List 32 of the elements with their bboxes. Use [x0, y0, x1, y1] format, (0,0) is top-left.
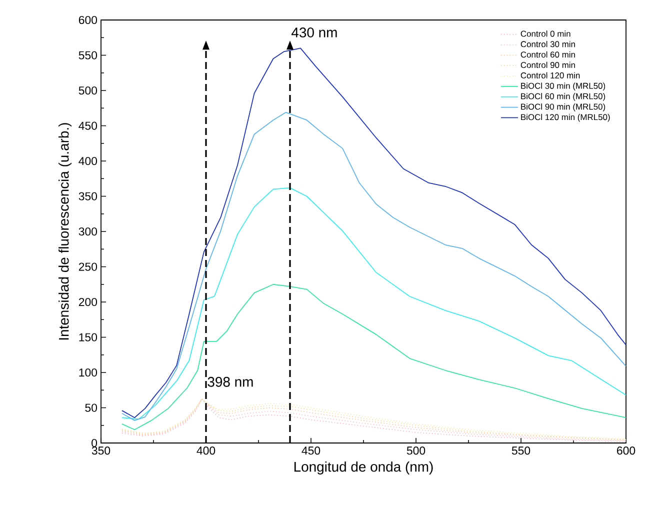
y-tick-label: 550 [78, 51, 98, 60]
y-axis-title: Intensidad de fluorescencia (u.arb.) [58, 123, 72, 340]
y-tick-label: 350 [78, 192, 98, 200]
y-tick-label: 300 [78, 227, 98, 236]
legend-label: Control 30 min [520, 40, 575, 48]
x-tick-label: 400 [196, 446, 216, 455]
x-tick-label: 350 [92, 446, 110, 455]
x-tick-label: 550 [512, 446, 530, 455]
y-tick-label: 600 [78, 16, 98, 24]
legend-label: Control 120 min [520, 72, 580, 78]
x-tick-label: 450 [302, 446, 320, 455]
legend-label: BiOCl 90 min (MRL50) [521, 103, 606, 112]
legend-label: Control 0 min [520, 30, 570, 37]
legend-label: Control 60 min [520, 51, 575, 58]
ref-line-label: 430 nm [292, 28, 337, 38]
y-tick-label: 100 [79, 368, 98, 377]
y-tick-label: 150 [79, 333, 98, 342]
ref-line-label: 398 nm [208, 376, 253, 387]
x-axis-title: Longitud de onda (nm) [294, 461, 433, 474]
y-tick-label: 0 [92, 438, 98, 448]
legend-label: BiOCl 120 min (MRL50) [521, 114, 610, 122]
legend-label: BiOCl 30 min (MRL50) [521, 82, 606, 91]
y-tick-label: 200 [78, 298, 98, 306]
x-tick-label: 500 [406, 446, 426, 455]
legend-label: BiOCl 60 min (MRL50) [521, 93, 606, 101]
y-tick-label: 250 [78, 262, 98, 271]
y-tick-label: 50 [85, 404, 98, 412]
y-tick-label: 400 [78, 156, 98, 166]
legend-label: Control 90 min [520, 62, 575, 68]
y-tick-label: 500 [78, 86, 98, 95]
y-tick-label: 450 [78, 122, 98, 130]
x-tick-label: 600 [617, 446, 636, 455]
